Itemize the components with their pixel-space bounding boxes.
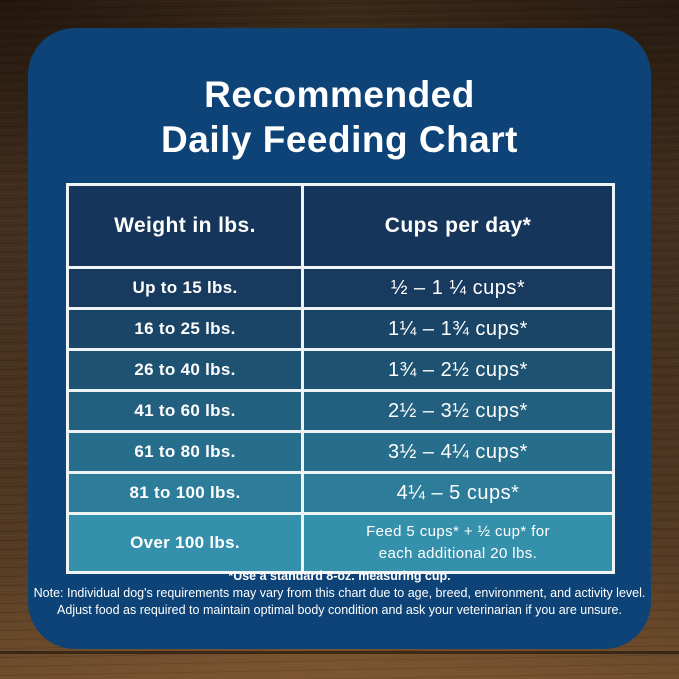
cups-cell: 2½ – 3½ cups* <box>304 392 612 430</box>
weight-value: 41 to 60 lbs. <box>134 401 236 420</box>
header-cups-label: Cups per day* <box>384 214 532 237</box>
variance-note: Note: Individual dog's requirements may … <box>33 586 646 600</box>
table-header-row: Weight in lbs. Cups per day* <box>69 186 612 266</box>
header-weight-cell: Weight in lbs. <box>69 186 301 266</box>
table-row: 41 to 60 lbs. 2½ – 3½ cups* <box>69 392 612 430</box>
cups-cell: 3½ – 4¼ cups* <box>304 433 612 471</box>
weight-cell: 41 to 60 lbs. <box>69 392 301 430</box>
cups-cell: ½ – 1 ¼ cups* <box>304 269 612 307</box>
weight-cell: 16 to 25 lbs. <box>69 310 301 348</box>
measuring-cup-note: *Use a standard 8-oz. measuring cup. <box>228 569 451 583</box>
page-title-line1: Recommended <box>204 74 475 115</box>
weight-cell: Over 100 lbs. <box>69 515 301 571</box>
cups-cell: Feed 5 cups* + ½ cup* for each additiona… <box>304 515 612 571</box>
table-row: 16 to 25 lbs. 1¼ – 1¾ cups* <box>69 310 612 348</box>
page-title: Recommended Daily Feeding Chart <box>28 72 651 162</box>
cups-cell: 1¾ – 2½ cups* <box>304 351 612 389</box>
cups-value: ½ – 1 ¼ cups* <box>390 276 526 299</box>
weight-cell: 61 to 80 lbs. <box>69 433 301 471</box>
table-row: 26 to 40 lbs. 1¾ – 2½ cups* <box>69 351 612 389</box>
cups-value: 4¼ – 5 cups* <box>396 481 520 504</box>
page-title-line2: Daily Feeding Chart <box>161 119 518 160</box>
footnotes: *Use a standard 8-oz. measuring cup. Not… <box>28 568 651 619</box>
table-row: 81 to 100 lbs. 4¼ – 5 cups* <box>69 474 612 512</box>
feeding-chart-card: Recommended Daily Feeding Chart Weight i… <box>28 28 651 649</box>
weight-value: Up to 15 lbs. <box>132 278 238 297</box>
weight-value: 26 to 40 lbs. <box>134 360 236 379</box>
cups-value: 1¾ – 2½ cups* <box>388 358 528 381</box>
weight-value: Over 100 lbs. <box>130 533 240 552</box>
weight-cell: Up to 15 lbs. <box>69 269 301 307</box>
weight-value: 16 to 25 lbs. <box>134 319 236 338</box>
table-row: 61 to 80 lbs. 3½ – 4¼ cups* <box>69 433 612 471</box>
cups-value: 1¼ – 1¾ cups* <box>388 317 528 340</box>
weight-cell: 26 to 40 lbs. <box>69 351 301 389</box>
wood-plank-seam <box>0 651 679 654</box>
cups-value: 3½ – 4¼ cups* <box>388 440 528 463</box>
adjust-note: Adjust food as required to maintain opti… <box>57 603 622 617</box>
table-row: Over 100 lbs. Feed 5 cups* + ½ cup* for … <box>69 515 612 571</box>
cups-cell: 4¼ – 5 cups* <box>304 474 612 512</box>
cups-cell: 1¼ – 1¾ cups* <box>304 310 612 348</box>
cups-value-line1: Feed 5 cups* + ½ cup* for <box>366 523 550 540</box>
feeding-table: Weight in lbs. Cups per day* Up to 15 lb… <box>66 183 615 574</box>
table-row: Up to 15 lbs. ½ – 1 ¼ cups* <box>69 269 612 307</box>
weight-value: 81 to 100 lbs. <box>129 483 241 502</box>
cups-value-line2: each additional 20 lbs. <box>378 545 538 562</box>
header-cups-cell: Cups per day* <box>304 186 612 266</box>
header-weight-label: Weight in lbs. <box>114 214 256 237</box>
weight-cell: 81 to 100 lbs. <box>69 474 301 512</box>
cups-value: 2½ – 3½ cups* <box>388 399 528 422</box>
weight-value: 61 to 80 lbs. <box>134 442 236 461</box>
